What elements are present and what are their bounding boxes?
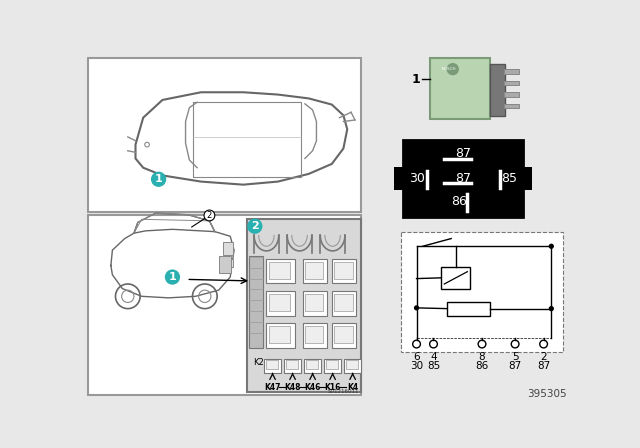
Bar <box>284 359 301 373</box>
Text: 2: 2 <box>251 221 259 231</box>
Bar <box>303 291 327 315</box>
Bar <box>269 326 291 343</box>
Bar <box>346 360 358 370</box>
Text: BOSCH: BOSCH <box>442 67 456 71</box>
Bar <box>269 294 291 311</box>
Bar <box>269 262 291 279</box>
Text: 85: 85 <box>501 172 517 185</box>
Bar <box>306 360 318 370</box>
Bar <box>332 323 356 348</box>
Text: 2: 2 <box>540 352 547 362</box>
Text: 2: 2 <box>207 211 212 220</box>
Text: K48: K48 <box>284 383 301 392</box>
Circle shape <box>415 306 419 310</box>
Text: 1: 1 <box>168 272 177 282</box>
Bar <box>249 255 262 348</box>
Bar <box>303 258 327 283</box>
Bar <box>394 167 405 190</box>
Bar <box>264 359 281 373</box>
Bar <box>303 323 327 348</box>
Circle shape <box>204 210 215 221</box>
Text: 87: 87 <box>455 147 471 160</box>
Bar <box>521 167 532 190</box>
Text: 6: 6 <box>413 352 420 362</box>
Bar <box>324 359 341 373</box>
Text: 5: 5 <box>512 352 518 362</box>
Text: 86: 86 <box>451 195 467 208</box>
Text: 395305: 395305 <box>527 389 566 399</box>
Text: 1: 1 <box>155 174 163 184</box>
Bar <box>304 359 321 373</box>
Circle shape <box>549 307 553 310</box>
Bar <box>334 262 353 279</box>
Bar <box>305 326 323 343</box>
Bar <box>441 267 470 289</box>
Text: 86: 86 <box>476 361 488 370</box>
PathPatch shape <box>136 92 348 185</box>
Bar <box>429 58 490 119</box>
Circle shape <box>549 244 553 248</box>
Circle shape <box>166 270 179 284</box>
Bar <box>447 302 490 315</box>
Text: 87: 87 <box>455 172 471 185</box>
Bar <box>266 323 295 348</box>
Bar <box>305 294 323 311</box>
Text: 1: 1 <box>412 73 420 86</box>
Circle shape <box>152 172 166 186</box>
Bar <box>224 259 234 267</box>
Bar <box>403 140 523 217</box>
Bar <box>88 215 361 395</box>
Bar <box>504 69 519 74</box>
Text: 30: 30 <box>410 361 423 370</box>
Text: 87: 87 <box>509 361 522 370</box>
Bar <box>344 359 361 373</box>
Bar <box>285 360 298 370</box>
Text: K47: K47 <box>264 383 281 392</box>
Text: 87: 87 <box>537 361 550 370</box>
Bar <box>219 256 231 273</box>
Text: 8: 8 <box>479 352 485 362</box>
Text: K46: K46 <box>305 383 321 392</box>
Text: K16: K16 <box>324 383 341 392</box>
Text: S01216011: S01216011 <box>327 388 359 393</box>
Bar <box>332 258 356 283</box>
Bar <box>266 258 295 283</box>
Text: 85: 85 <box>427 361 440 370</box>
Bar <box>334 326 353 343</box>
Bar <box>401 233 563 352</box>
Bar <box>332 291 356 315</box>
Text: K4: K4 <box>347 383 358 392</box>
Bar <box>504 81 519 85</box>
Text: 4: 4 <box>430 352 437 362</box>
Bar <box>223 242 234 255</box>
Text: 30: 30 <box>410 172 425 185</box>
Bar <box>490 64 505 116</box>
Bar <box>504 92 519 97</box>
Bar <box>504 104 519 108</box>
Bar <box>305 262 323 279</box>
Bar <box>266 360 278 370</box>
Bar <box>326 360 338 370</box>
Bar <box>334 294 353 311</box>
Bar <box>247 219 361 392</box>
Bar <box>88 58 361 211</box>
Circle shape <box>447 63 459 75</box>
Circle shape <box>248 220 262 233</box>
Bar <box>266 291 295 315</box>
Text: K2: K2 <box>253 358 264 367</box>
